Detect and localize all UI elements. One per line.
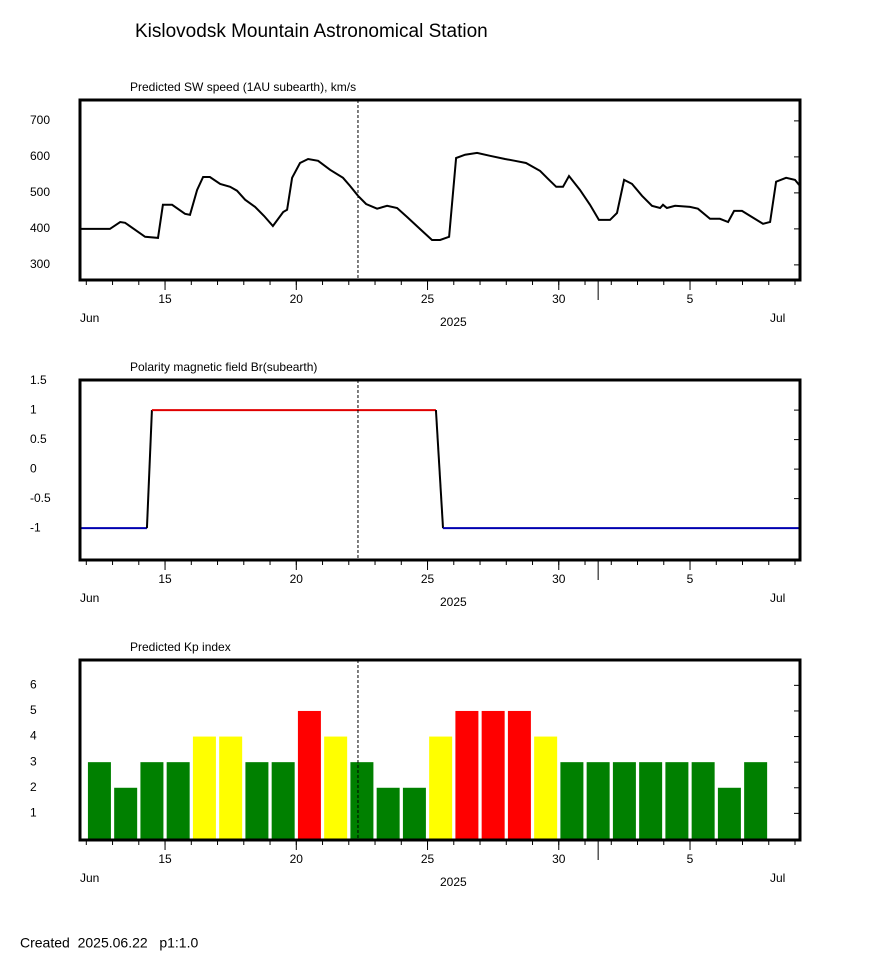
x-tick-label: 5 [687,292,694,306]
kp-bar [744,762,768,839]
x-tick-label: 25 [421,292,435,306]
page-title: Kislovodsk Mountain Astronomical Station [135,21,488,42]
y-tick-label: 3 [30,754,37,768]
y-tick-label: 300 [30,257,50,271]
month-label: Jul [770,591,785,605]
polarity-segment [145,410,153,529]
y-tick-label: 6 [30,678,37,692]
panel-title: Predicted SW speed (1AU subearth), km/s [130,80,356,94]
y-tick-label: 1 [30,402,37,416]
y-tick-label: 0.5 [30,432,47,446]
y-tick-label: -0.5 [30,491,51,505]
x-tick-label: 20 [290,572,304,586]
x-tick-label: 15 [158,852,172,866]
panel-frame [78,378,802,562]
y-tick-label: 0 [30,461,37,475]
kp-bar [376,787,400,839]
panel-title: Predicted Kp index [130,640,231,654]
kp-bar [192,736,216,839]
kp-bar [481,710,505,839]
year-label: 2025 [440,315,467,329]
kp-bar [271,762,295,839]
kp-bar [665,762,689,839]
polarity-segment [434,410,445,529]
month-label: Jun [80,591,99,605]
y-tick-label: -1 [30,520,41,534]
x-tick-label: 20 [290,852,304,866]
x-tick-label: 5 [687,572,694,586]
kp-bar [87,762,111,839]
kp-bar [402,787,426,839]
kp-bar [691,762,715,839]
x-tick-label: 30 [552,572,566,586]
panel-frame [78,98,802,282]
kp-bar [297,710,321,839]
panel-title: Polarity magnetic field Br(subearth) [130,360,317,374]
y-tick-label: 400 [30,221,50,235]
x-tick-label: 30 [552,852,566,866]
kp-bar [717,787,741,839]
kp-bar [219,736,243,839]
sw-speed-line [80,151,801,241]
year-label: 2025 [440,875,467,889]
x-tick-label: 15 [158,292,172,306]
x-tick-label: 5 [687,852,694,866]
x-tick-label: 20 [290,292,304,306]
y-tick-label: 2 [30,780,37,794]
x-tick-label: 25 [421,852,435,866]
kp-bar [324,736,348,839]
kp-bar [350,762,374,839]
year-label: 2025 [440,595,467,609]
kp-bar [166,762,190,839]
month-label: Jun [80,871,99,885]
month-label: Jun [80,311,99,325]
kp-bar [114,787,138,839]
kp-bar [612,762,636,839]
panel-frame [78,658,802,842]
y-tick-label: 600 [30,149,50,163]
kp-bar [507,710,531,839]
x-tick-label: 30 [552,292,566,306]
kp-bar [534,736,558,839]
month-label: Jul [770,311,785,325]
kp-bar [429,736,453,839]
month-label: Jul [770,871,785,885]
kp-bar [455,710,479,839]
y-tick-label: 1 [30,806,37,820]
x-tick-label: 25 [421,572,435,586]
kp-bar [245,762,269,839]
y-tick-label: 700 [30,113,50,127]
y-tick-label: 4 [30,729,37,743]
y-tick-label: 1.5 [30,373,47,387]
x-tick-label: 15 [158,572,172,586]
kp-bar [639,762,663,839]
kp-bar [560,762,584,839]
footer: Created 2025.06.22 p1:1.0 [20,935,198,951]
kp-bar [586,762,610,839]
y-tick-label: 500 [30,185,50,199]
kp-bar [140,762,164,839]
y-tick-label: 5 [30,703,37,717]
